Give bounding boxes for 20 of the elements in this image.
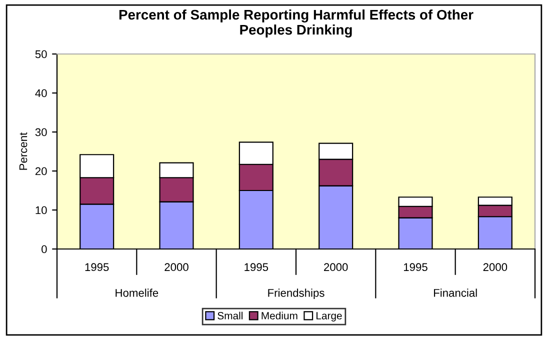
x-tick-label: 1995 xyxy=(85,263,109,272)
chart-title: Percent of Sample Reporting Harmful Effects of Other Peoples Drinking xyxy=(119,9,474,38)
y-tick-label: 40 xyxy=(35,89,47,98)
x-tick-label: 2000 xyxy=(483,263,508,272)
y-tick-label: 10 xyxy=(36,206,47,214)
text: Homelife xyxy=(116,288,158,297)
x-tick-label: 1995 xyxy=(244,263,268,272)
legend-label: Small xyxy=(218,312,243,320)
y-tick-label: 20 xyxy=(35,167,47,176)
y-tick-label: 0 xyxy=(42,245,47,254)
legend-label: Medium xyxy=(262,312,298,320)
y-tick-label: 30 xyxy=(35,128,47,136)
x-tick-label: 2000 xyxy=(324,263,348,272)
legend-label: Large xyxy=(316,312,342,322)
x-tick-label: 2000 xyxy=(164,263,188,272)
x-tick-label: 1995 xyxy=(404,263,428,272)
y-tick-label: 50 xyxy=(35,50,47,58)
y-axis-title: Percent xyxy=(19,132,28,170)
text: Friendships xyxy=(268,288,324,300)
text: Financial xyxy=(434,288,477,297)
